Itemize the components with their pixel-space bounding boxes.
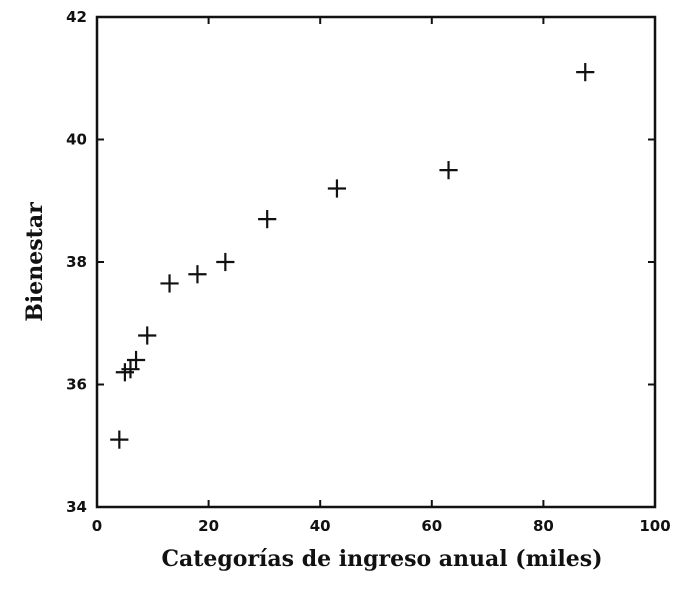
data-point	[110, 430, 129, 449]
y-axis-title: Bienestar	[22, 202, 48, 322]
y-tick-label: 36	[66, 376, 87, 394]
x-axis-title: Categorías de ingreso anual (miles)	[161, 546, 602, 572]
data-point	[439, 161, 458, 180]
data-point	[138, 326, 157, 345]
data-point	[258, 210, 277, 229]
data-point	[188, 265, 207, 284]
data-point	[576, 63, 595, 82]
plot-area	[95, 15, 657, 509]
data-point	[121, 360, 140, 379]
data-point	[327, 179, 347, 198]
axis-ticks	[96, 16, 656, 508]
data-points	[110, 63, 595, 449]
x-tick-label: 40	[310, 517, 331, 535]
data-point	[126, 350, 146, 370]
x-tick-label: 0	[92, 517, 102, 535]
y-tick-label: 40	[66, 131, 87, 149]
plot-frame	[95, 15, 657, 509]
y-tick-label: 34	[66, 498, 87, 516]
data-point	[216, 252, 235, 272]
x-tick-label: 100	[639, 517, 670, 535]
x-tick-label: 20	[198, 517, 219, 535]
data-point	[160, 274, 179, 293]
y-tick-label: 42	[66, 8, 87, 26]
y-tick-label: 38	[66, 253, 87, 271]
x-tick-label: 80	[533, 517, 554, 535]
x-tick-label: 60	[421, 517, 442, 535]
tick-labels: 0 20 40 60 80 100 34 36 38 40 42	[66, 8, 671, 535]
